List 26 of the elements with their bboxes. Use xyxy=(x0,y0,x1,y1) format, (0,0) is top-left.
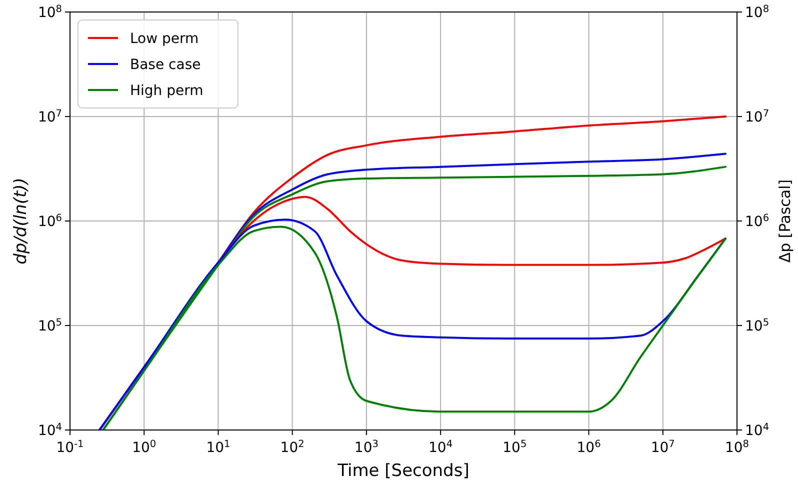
x-tick-label: 10$^{4}$ xyxy=(428,438,453,456)
x-tick-label: 10$^{-1}$ xyxy=(56,438,84,456)
y-axis-title: dp/d(ln(t)) xyxy=(11,178,31,264)
x-tick-label: 10$^{0}$ xyxy=(132,438,156,456)
legend-label: Low perm xyxy=(130,31,199,47)
y-tick-label: 10$^{5}$ xyxy=(38,317,62,334)
x-axis-title: Time [Seconds] xyxy=(336,461,470,481)
text: 10$^{5}$ xyxy=(745,317,770,334)
text: 10$^{7}$ xyxy=(745,108,770,126)
x-tick-label: 10$^{8}$ xyxy=(724,438,750,456)
x-tick-label: 10$^{5}$ xyxy=(502,438,527,456)
y-tick-label: 10$^{6}$ xyxy=(38,212,62,230)
x-tick-label: 10$^{2}$ xyxy=(280,438,304,456)
text: 10$^{4}$ xyxy=(745,422,770,439)
y-tick-label: 10$^{7}$ xyxy=(38,108,62,126)
text: 10$^{8}$ xyxy=(745,4,770,21)
x-tick-label: 10$^{1}$ xyxy=(206,438,230,456)
legend-label: High perm xyxy=(130,83,204,99)
text: 10$^{6}$ xyxy=(745,212,770,230)
x-tick-label: 10$^{7}$ xyxy=(650,438,675,456)
y-tick-label: 10$^{8}$ xyxy=(38,4,62,21)
x-tick-label: 10$^{6}$ xyxy=(576,438,601,456)
legend-label: Base case xyxy=(130,57,201,73)
y-tick-label: 10$^{4}$ xyxy=(38,422,62,439)
x-tick-label: 10$^{3}$ xyxy=(354,438,378,456)
y2-axis-title: Δp [Pascal] xyxy=(776,179,794,263)
